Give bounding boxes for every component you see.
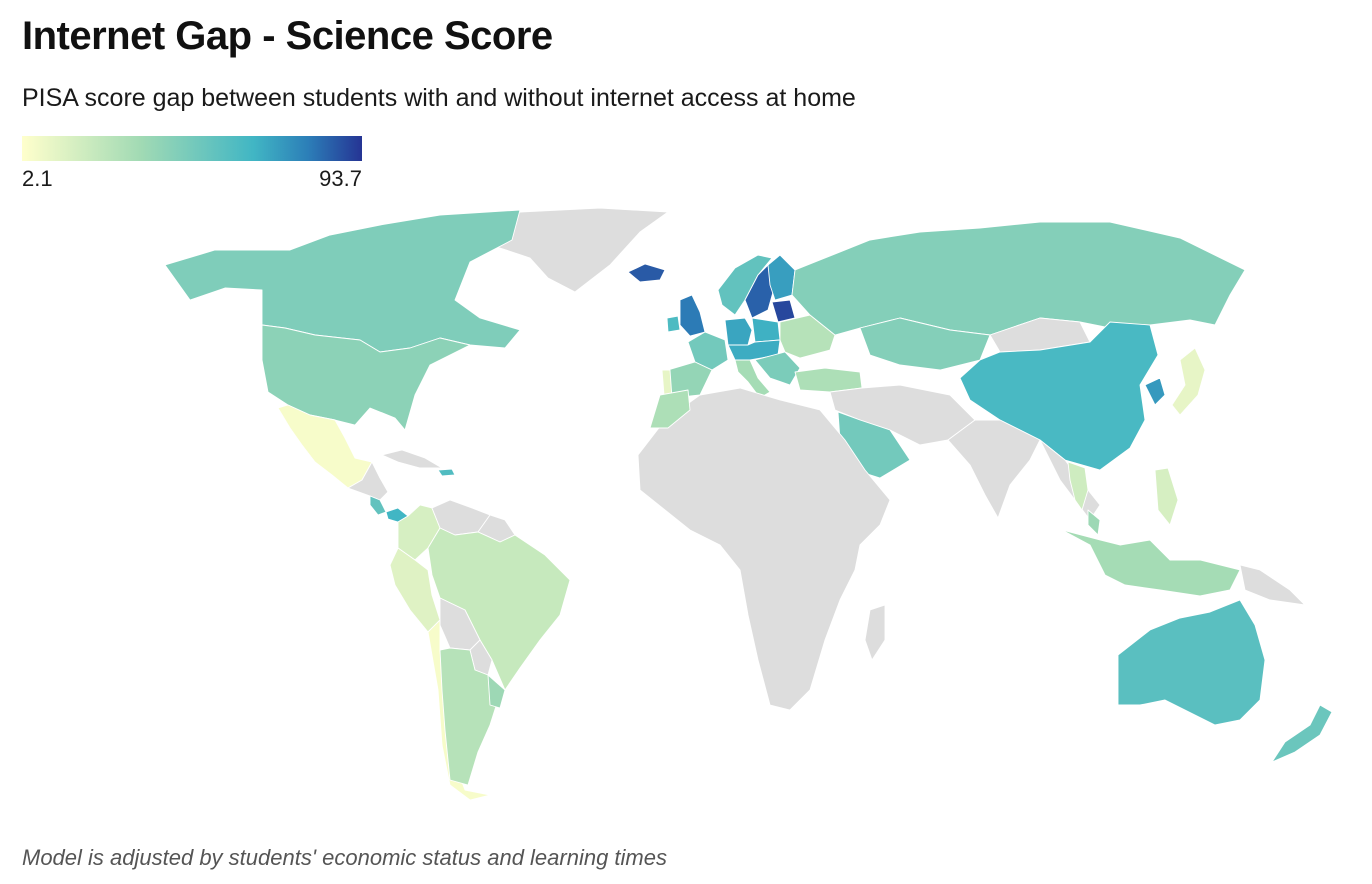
country-new-guinea: New Guinea — [1239, 564, 1306, 606]
country-turkey: Turkey — [794, 367, 863, 393]
country-madagascar: Madagascar — [864, 604, 886, 661]
chart-subtitle: PISA score gap between students with and… — [22, 84, 856, 112]
country-iceland: Iceland — [627, 263, 666, 283]
country-baltics: Baltic States — [771, 299, 796, 323]
country-africa: Africa — [637, 387, 891, 711]
country-australia: Australia — [1117, 599, 1266, 726]
country-morocco: Morocco — [649, 389, 691, 429]
footnote: Model is adjusted by students' economic … — [22, 845, 667, 870]
country-cuba: Cuba — [381, 449, 443, 469]
country-japan: Japan — [1171, 347, 1206, 416]
legend-gradient-bar — [22, 136, 362, 161]
country-dominican-republic: Dominican Republic — [437, 468, 456, 477]
country-uruguay: Uruguay — [487, 674, 506, 709]
country-thailand: Thailand — [1067, 461, 1089, 511]
country-canada: Canada — [164, 209, 521, 353]
legend-max-label: 93.7 — [319, 166, 362, 191]
country-russia: Russia — [791, 221, 1246, 336]
legend-min-label: 2.1 — [22, 166, 53, 191]
country-united-kingdom: United Kingdom — [679, 294, 706, 337]
country-india: India — [947, 419, 1041, 519]
country-korea: South Korea — [1144, 377, 1166, 406]
country-new-zealand: New Zealand — [1271, 704, 1333, 763]
country-chile: Chile — [427, 619, 491, 801]
country-indonesia: Indonesia — [1061, 529, 1241, 597]
color-legend: 2.1 93.7 — [22, 136, 362, 194]
world-choropleth-map: GreenlandCanadaUnited StatesMexicoCentra… — [164, 207, 1333, 801]
country-malaysia: Malaysia — [1087, 509, 1101, 536]
chart-title: Internet Gap - Science Score — [22, 14, 553, 58]
country-germany: Germany — [724, 317, 753, 346]
country-poland: Poland — [751, 317, 781, 343]
country-costa-rica: Costa Rica — [369, 495, 387, 516]
country-philippines: Philippines — [1154, 467, 1179, 526]
country-balkans: Balkans — [754, 351, 801, 386]
country-argentina: Argentina — [439, 647, 499, 786]
country-ireland: Ireland — [666, 315, 681, 333]
country-italy: Italy — [734, 359, 771, 399]
